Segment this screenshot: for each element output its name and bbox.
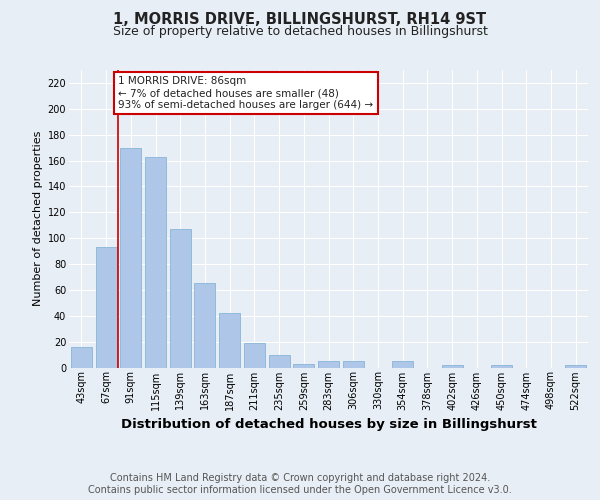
Text: Size of property relative to detached houses in Billingshurst: Size of property relative to detached ho… — [113, 25, 487, 38]
Bar — [244, 343, 265, 367]
Bar — [269, 354, 290, 368]
Bar — [194, 284, 215, 368]
Bar — [442, 365, 463, 368]
Bar — [219, 313, 240, 368]
Bar — [392, 361, 413, 368]
Bar — [71, 347, 92, 368]
Bar — [170, 229, 191, 368]
X-axis label: Distribution of detached houses by size in Billingshurst: Distribution of detached houses by size … — [121, 418, 536, 431]
Text: Contains HM Land Registry data © Crown copyright and database right 2024.
Contai: Contains HM Land Registry data © Crown c… — [88, 474, 512, 495]
Bar — [491, 365, 512, 368]
Y-axis label: Number of detached properties: Number of detached properties — [34, 131, 43, 306]
Text: 1, MORRIS DRIVE, BILLINGSHURST, RH14 9ST: 1, MORRIS DRIVE, BILLINGSHURST, RH14 9ST — [113, 12, 487, 28]
Bar — [120, 148, 141, 368]
Text: 1 MORRIS DRIVE: 86sqm
← 7% of detached houses are smaller (48)
93% of semi-detac: 1 MORRIS DRIVE: 86sqm ← 7% of detached h… — [118, 76, 374, 110]
Bar — [293, 364, 314, 368]
Bar — [145, 156, 166, 368]
Bar — [95, 247, 116, 368]
Bar — [565, 365, 586, 368]
Bar — [343, 361, 364, 368]
Bar — [318, 361, 339, 368]
